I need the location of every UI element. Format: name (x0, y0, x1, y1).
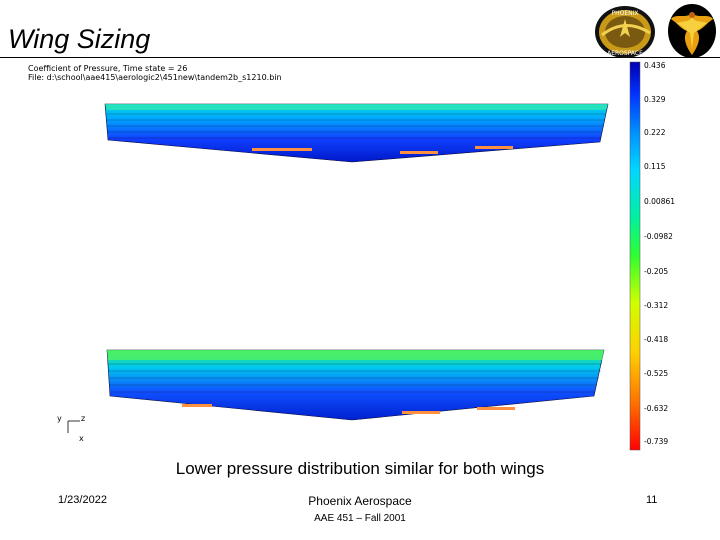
colorbar-tick: -0.0982 (644, 232, 673, 241)
plot-file-path: File: d:\school\aae415\aerologic2\451new… (28, 73, 282, 82)
axis-label-z: z (81, 414, 86, 423)
footer-date: 1/23/2022 (58, 494, 107, 506)
colorbar-tick: -0.205 (644, 267, 669, 276)
colorbar-tick: -0.632 (644, 404, 669, 413)
pressure-distribution-plot (67, 61, 641, 451)
front-wing (104, 103, 609, 163)
plot-title: Coefficient of Pressure, Time state = 26 (28, 64, 188, 73)
svg-text:AEROSPACE: AEROSPACE (607, 50, 643, 57)
colorbar-tick: 0.00861 (644, 197, 676, 206)
footer-course: AAE 451 – Fall 2001 (314, 513, 406, 524)
rear-wing (106, 349, 605, 421)
axis-triad (67, 420, 80, 433)
phoenix-aerospace-logo: PHOENIX AEROSPACE (595, 6, 655, 58)
colorbar-tick: -0.312 (644, 301, 669, 310)
footer-company: Phoenix Aerospace (308, 494, 412, 508)
colorbar-tick: -0.418 (644, 335, 669, 344)
axis-label-x: x (79, 434, 84, 443)
page-number: 11 (646, 494, 658, 506)
colorbar-tick: 0.329 (644, 95, 666, 104)
colorbar-tick: -0.739 (644, 437, 669, 446)
colorbar (629, 61, 641, 451)
colorbar-tick: 0.115 (644, 162, 666, 171)
axis-label-y: y (57, 414, 62, 423)
colorbar-tick: 0.436 (644, 61, 666, 70)
slide-caption: Lower pressure distribution similar for … (175, 459, 545, 478)
svg-text:PHOENIX: PHOENIX (611, 10, 638, 17)
title-divider (0, 57, 720, 58)
slide-title: Wing Sizing (8, 24, 151, 54)
colorbar-tick: 0.222 (644, 128, 666, 137)
phoenix-bird-logo (668, 4, 716, 58)
colorbar-tick: -0.525 (644, 369, 669, 378)
